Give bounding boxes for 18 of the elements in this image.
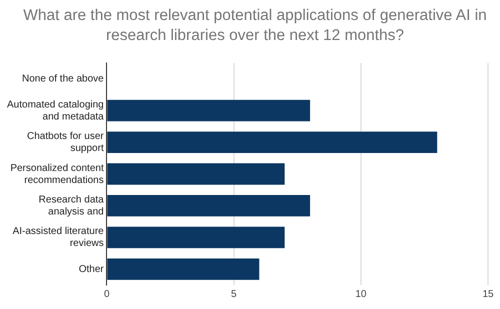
y-tick-label: None of the above bbox=[22, 74, 104, 85]
bar bbox=[107, 163, 285, 185]
x-tick-label: 15 bbox=[482, 288, 494, 300]
y-tick-label: Personalized content recommendations bbox=[10, 162, 104, 186]
y-tick-label: Other bbox=[78, 264, 104, 275]
bar bbox=[107, 100, 310, 122]
y-tick-label: AI-assisted literature reviews bbox=[12, 226, 104, 250]
x-tick-label: 0 bbox=[104, 288, 110, 300]
chart-title: What are the most relevant potential applications of generative AI in research libraries over the next 12 months? bbox=[22, 6, 488, 46]
bar bbox=[107, 226, 285, 248]
y-tick-label: Chatbots for user support bbox=[27, 131, 104, 154]
bar bbox=[107, 132, 438, 153]
x-tick-label: 5 bbox=[231, 288, 238, 300]
y-tick-label: Automated cataloging and metadata bbox=[7, 99, 104, 122]
bar bbox=[107, 195, 310, 216]
bar bbox=[107, 258, 260, 280]
y-tick-label: Research data analysis and bbox=[38, 194, 104, 218]
x-tick-label: 10 bbox=[355, 288, 367, 300]
